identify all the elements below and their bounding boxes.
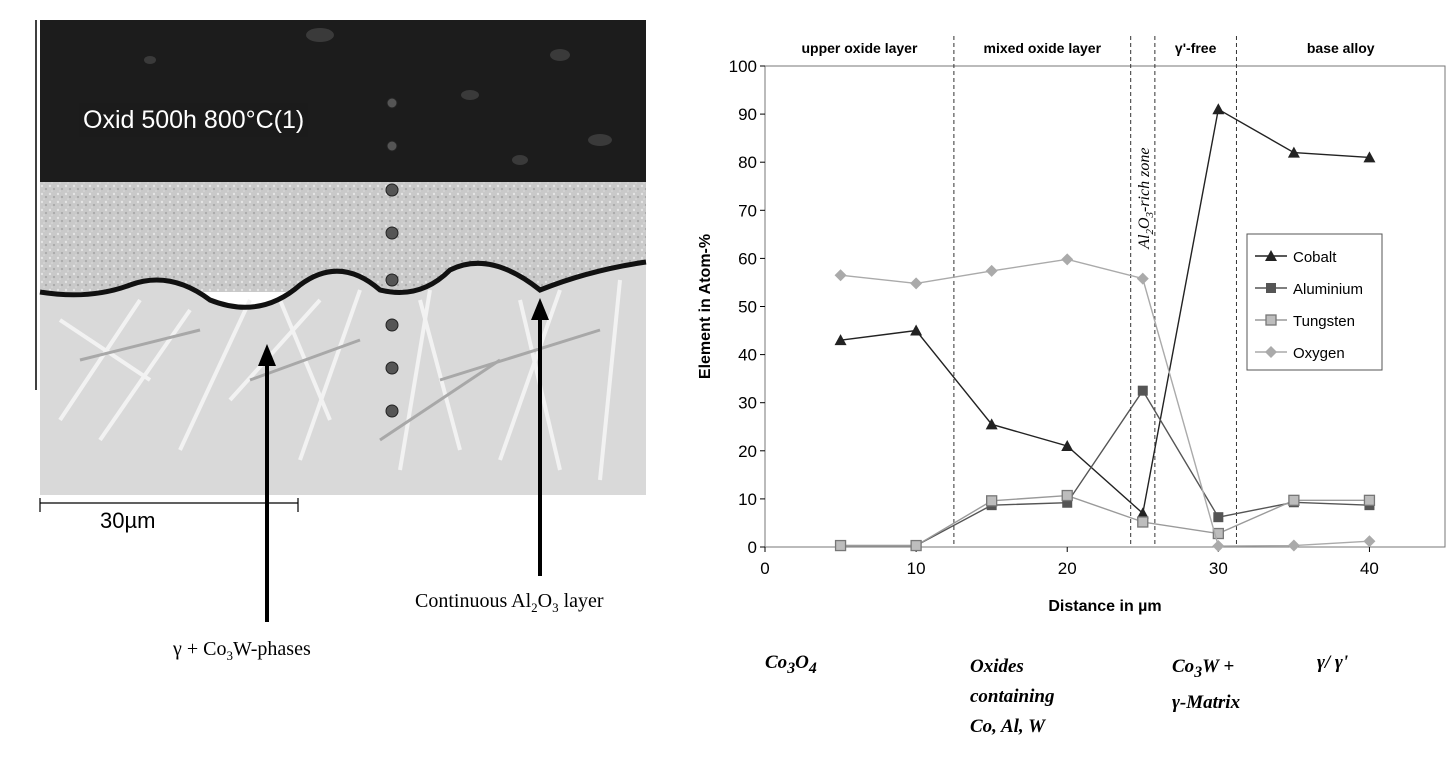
data-point-cobalt — [834, 334, 847, 346]
data-point-tungsten — [1061, 489, 1073, 502]
legend-marker-tungsten — [1265, 314, 1277, 326]
data-point-cobalt — [910, 324, 923, 336]
x-axis-label: Distance in µm — [1048, 598, 1161, 615]
y-tick-label: 100 — [729, 57, 757, 76]
data-point-oxygen — [910, 277, 923, 290]
data-point-tungsten — [1137, 516, 1149, 528]
data-point-cobalt — [1212, 103, 1225, 115]
layer-annotation: Continuous Al2O3 layer — [415, 590, 604, 615]
data-point-cobalt — [1061, 439, 1074, 451]
legend-marker-cobalt — [1265, 250, 1277, 261]
data-point-tungsten — [910, 539, 922, 552]
y-tick-label: 50 — [738, 298, 757, 317]
region-title: γ'-free — [1175, 40, 1217, 56]
zone-label-part: -rich zone — [1136, 148, 1153, 212]
x-tick-label: 0 — [760, 559, 769, 578]
data-point-oxygen — [1212, 540, 1225, 553]
data-point-aluminium — [1137, 385, 1148, 396]
data-point-tungsten — [1212, 527, 1224, 540]
series-line-oxygen — [840, 258, 1370, 547]
data-point-oxygen — [1363, 535, 1376, 548]
y-tick-label: 60 — [738, 249, 757, 268]
data-point-oxygen — [1287, 539, 1300, 552]
zone-label-part: Al — [1136, 234, 1153, 250]
series-line-cobalt — [840, 108, 1370, 515]
y-tick-label: 40 — [738, 346, 757, 365]
data-point-aluminium — [1062, 497, 1073, 508]
x-tick-label: 10 — [907, 559, 926, 578]
phases-annotation: γ + Co3W-phases — [173, 638, 311, 663]
data-point-tungsten — [1363, 494, 1376, 506]
data-point-tungsten — [986, 495, 998, 507]
y-tick-label: 70 — [738, 201, 757, 220]
data-point-oxygen — [985, 264, 998, 277]
data-point-aluminium — [1213, 512, 1224, 523]
series-line-aluminium — [840, 389, 1370, 547]
zone-label: Al2O3-rich zone — [1136, 148, 1156, 250]
data-point-cobalt — [1287, 146, 1300, 158]
y-tick-label: 30 — [738, 394, 757, 413]
legend-marker-aluminium — [1266, 283, 1276, 293]
data-point-cobalt — [985, 418, 998, 430]
region-title: base alloy — [1307, 40, 1375, 56]
phase-label-co3o4: Co3O4 — [765, 652, 817, 677]
region-title: upper oxide layer — [801, 40, 917, 56]
x-tick-label: 30 — [1209, 559, 1228, 578]
y-tick-label: 20 — [738, 442, 757, 461]
y-tick-label: 10 — [738, 490, 757, 509]
data-point-oxygen — [1136, 272, 1149, 285]
y-tick-label: 0 — [748, 538, 757, 557]
y-tick-label: 90 — [738, 105, 757, 124]
data-point-cobalt — [1363, 151, 1376, 163]
legend-label-oxygen: Oxygen — [1293, 345, 1345, 362]
data-point-oxygen — [834, 269, 847, 282]
zone-label-part: 2 — [1144, 229, 1156, 235]
series-line-tungsten — [840, 494, 1370, 547]
chart-panel: 0 10 20 30 40 50 60 70 80 90 100 0 10 20 30 40 Distance … — [680, 0, 1455, 772]
legend-label-cobalt: Cobalt — [1293, 249, 1337, 266]
y-axis-label: Element in Atom-% — [697, 234, 714, 379]
micrograph-panel: Oxid 500h 800°C(1) 30µm γ + Co3W-phases … — [0, 0, 660, 772]
zone-label-part: O — [1136, 217, 1153, 229]
x-tick-label: 40 — [1360, 559, 1379, 578]
phase-label-oxides: Oxides containing Co, Al, W — [970, 656, 1055, 737]
data-point-oxygen — [1061, 253, 1074, 266]
legend-label-aluminium: Aluminium — [1293, 281, 1363, 298]
legend-label-tungsten: Tungsten — [1293, 313, 1355, 330]
y-tick-label: 80 — [738, 153, 757, 172]
micrograph-label: Oxid 500h 800°C(1) — [79, 103, 309, 137]
data-point-cobalt — [1136, 507, 1149, 519]
data-point-tungsten — [1288, 494, 1300, 506]
zone-label-part: 3 — [1144, 211, 1156, 218]
scale-bar-label: 30µm — [100, 508, 156, 533]
data-point-tungsten — [834, 539, 847, 552]
micrograph-image — [35, 20, 647, 622]
legend-marker-oxygen — [1265, 346, 1277, 358]
phase-label-gamma: γ/ γ' — [1317, 652, 1349, 673]
x-tick-label: 20 — [1058, 559, 1077, 578]
phase-label-co3w: Co3W + γ-Matrix — [1172, 656, 1241, 713]
line-chart: 0 10 20 30 40 50 60 70 80 90 100 0 10 20 30 40 Distance … — [697, 36, 1446, 615]
region-title: mixed oxide layer — [984, 40, 1102, 56]
